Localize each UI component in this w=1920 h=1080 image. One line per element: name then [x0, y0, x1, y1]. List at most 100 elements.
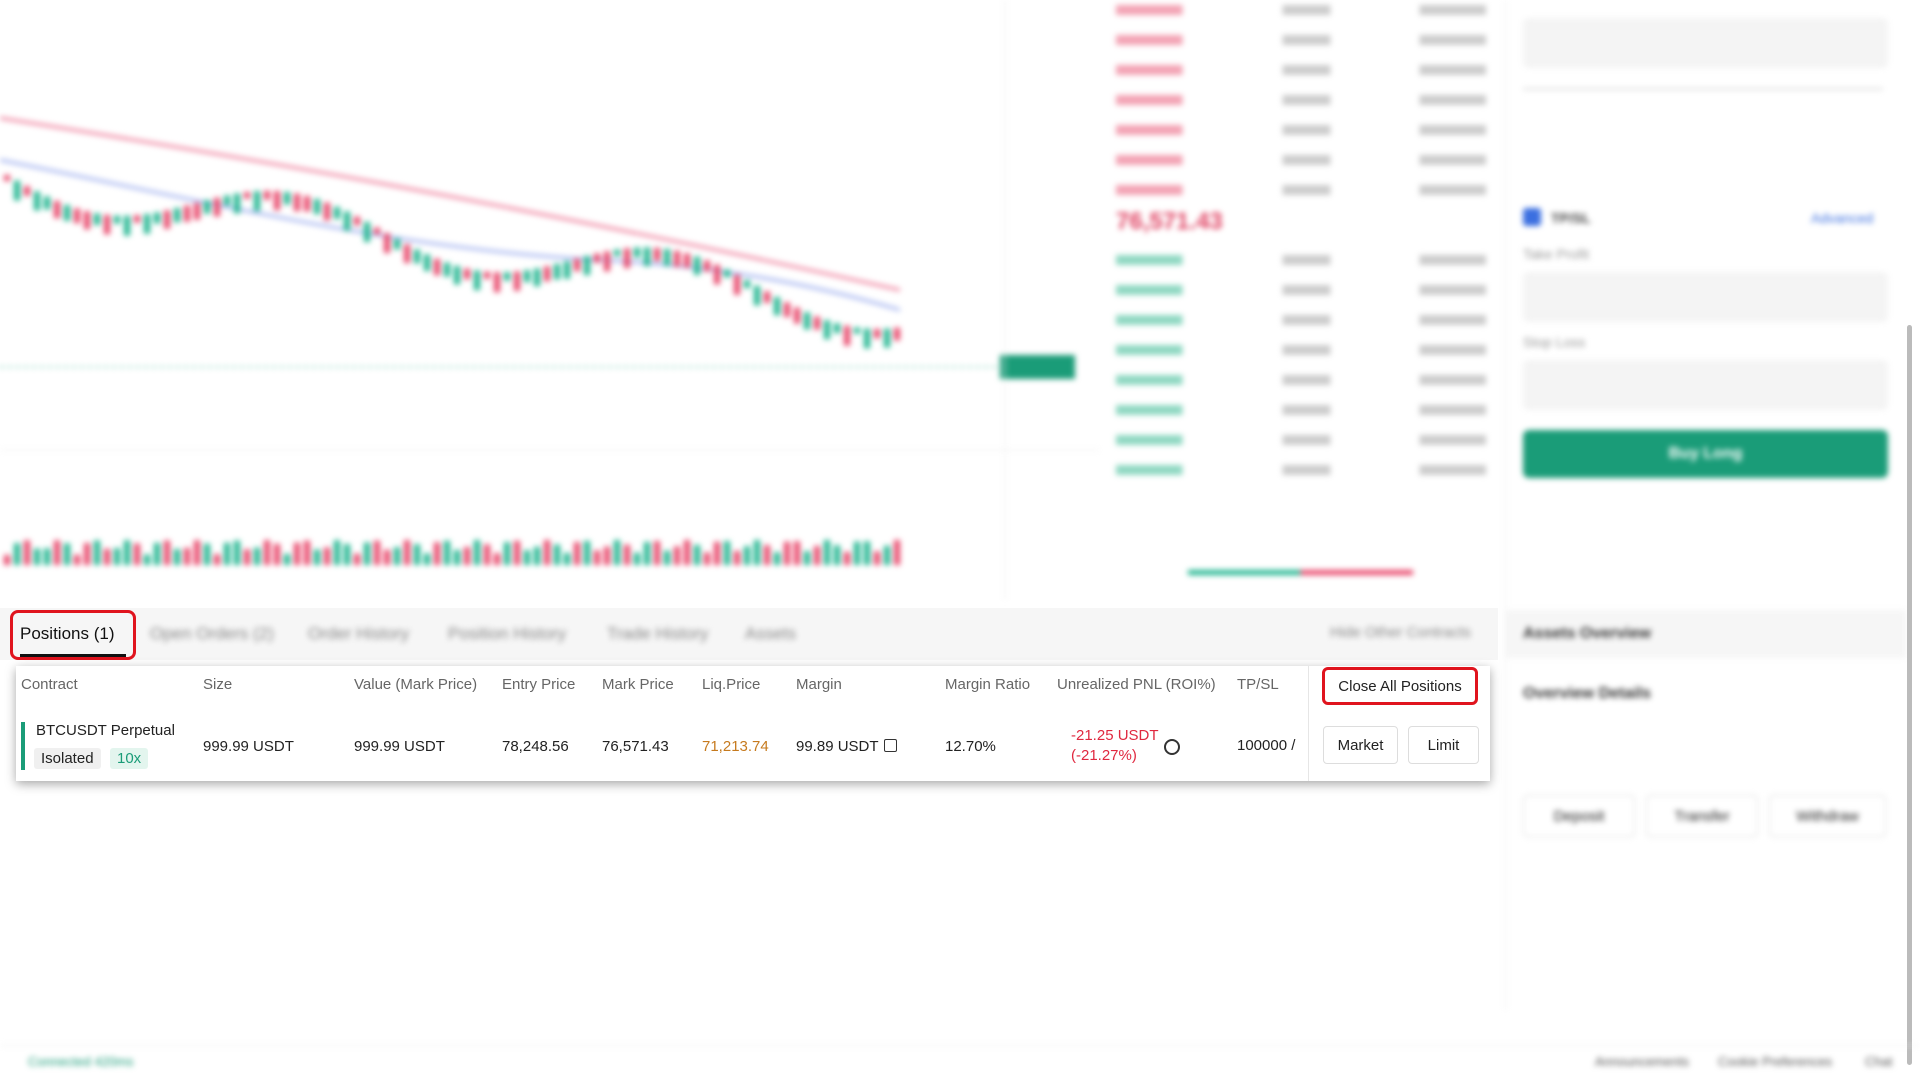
- checkbox[interactable]: [1523, 208, 1541, 226]
- candle: [224, 195, 230, 206]
- candle: [514, 271, 520, 291]
- candle: [494, 272, 500, 293]
- candle: [634, 247, 640, 258]
- candle: [724, 269, 730, 278]
- volume-bar: [484, 544, 490, 565]
- volume-bar: [114, 548, 120, 565]
- hide-other[interactable]: Hide Other Contracts: [1330, 624, 1471, 641]
- candle: [504, 272, 510, 281]
- candle: [444, 262, 450, 277]
- candle: [754, 285, 760, 306]
- volume-bar: [74, 554, 80, 565]
- tab-active[interactable]: Positions (1): [20, 624, 115, 643]
- price-tag: [1000, 355, 1075, 379]
- volume-bar: [704, 552, 710, 565]
- last-price: 76,571.43: [1116, 208, 1223, 235]
- candle: [684, 253, 690, 268]
- candle: [854, 327, 860, 334]
- volume-bar: [594, 550, 600, 565]
- buy-button[interactable]: Buy Long: [1523, 430, 1888, 478]
- cell-liq-price: 71,213.74: [702, 738, 769, 755]
- volume-bar: [884, 545, 890, 565]
- candle: [874, 328, 880, 339]
- share-icon[interactable]: [1164, 739, 1180, 755]
- ma-line: [0, 158, 901, 312]
- candle: [184, 205, 190, 222]
- margin-mode-tag: Isolated: [34, 748, 101, 769]
- link[interactable]: Chat: [1865, 1054, 1893, 1069]
- candle: [94, 213, 100, 225]
- candle: [14, 180, 20, 201]
- book-row: [1116, 65, 1486, 75]
- candle: [114, 215, 120, 224]
- candle: [644, 247, 650, 267]
- candle: [564, 261, 570, 279]
- volume-bar: [194, 540, 200, 565]
- volume-bar: [54, 540, 60, 565]
- volume-bar: [354, 553, 360, 565]
- candle: [194, 202, 200, 220]
- market-button[interactable]: Market: [1323, 726, 1398, 764]
- link[interactable]: Announcements: [1595, 1054, 1689, 1069]
- tab[interactable]: Trade History: [607, 624, 709, 643]
- column-header: Margin Ratio: [945, 676, 1031, 693]
- volume-bar: [844, 551, 850, 565]
- candle: [764, 291, 770, 303]
- candle: [124, 215, 130, 236]
- volume-bar: [44, 548, 50, 565]
- book-row: [1116, 285, 1486, 295]
- tab[interactable]: Position History: [448, 624, 567, 643]
- volume-bar: [624, 544, 630, 565]
- column-header: Entry Price: [502, 676, 576, 693]
- position-indicator: [21, 722, 25, 770]
- tpsl: 100000 /: [1237, 737, 1296, 754]
- book-row: [1116, 35, 1486, 45]
- candle: [374, 227, 380, 235]
- candle: [244, 192, 250, 199]
- volume-bar: [774, 552, 780, 565]
- candle: [254, 191, 260, 212]
- transfer-button[interactable]: Transfer: [1646, 795, 1758, 837]
- input: [1523, 360, 1888, 410]
- candle: [204, 200, 210, 214]
- positions-table: [16, 666, 1490, 781]
- cell-entry-price: 78,248.56: [502, 738, 569, 755]
- candle: [484, 271, 490, 279]
- candle: [134, 215, 140, 223]
- candle: [774, 297, 780, 316]
- candle: [324, 202, 330, 221]
- book-row: [1116, 435, 1486, 445]
- close-all-button[interactable]: Close All Positions: [1322, 667, 1478, 705]
- volume-bar: [294, 542, 300, 565]
- candle: [344, 211, 350, 231]
- candle: [524, 270, 530, 283]
- edit-icon[interactable]: [884, 739, 897, 752]
- candle: [54, 201, 60, 219]
- volume-bar: [414, 544, 420, 565]
- candle: [804, 312, 810, 330]
- volume-bar: [574, 542, 580, 565]
- book-row: [1116, 345, 1486, 355]
- footer: Connected 420ms Announcements Cookie Pre…: [0, 1045, 1920, 1076]
- tab[interactable]: Open Orders (2): [150, 624, 274, 643]
- volume-bar: [474, 540, 480, 565]
- book-row: [1116, 185, 1486, 195]
- limit-button[interactable]: Limit: [1408, 726, 1479, 764]
- deposit-button[interactable]: Deposit: [1523, 795, 1635, 837]
- withdraw-button[interactable]: Withdraw: [1769, 795, 1886, 837]
- advanced-link[interactable]: Advanced: [1811, 210, 1874, 226]
- volume-bar: [84, 543, 90, 565]
- link[interactable]: Cookie Preferences: [1718, 1054, 1833, 1069]
- candle: [474, 270, 480, 291]
- tab[interactable]: Assets: [745, 624, 797, 643]
- volume-bar: [204, 543, 210, 565]
- candle: [554, 263, 560, 280]
- cell-value: 999.99 USDT: [354, 738, 445, 755]
- volume-bar: [344, 544, 350, 565]
- tab[interactable]: Order History: [308, 624, 410, 643]
- candle: [104, 214, 110, 235]
- volume-bar: [214, 554, 220, 565]
- label: Stop Loss: [1523, 334, 1586, 350]
- candle: [214, 197, 220, 217]
- volume-bar: [744, 546, 750, 565]
